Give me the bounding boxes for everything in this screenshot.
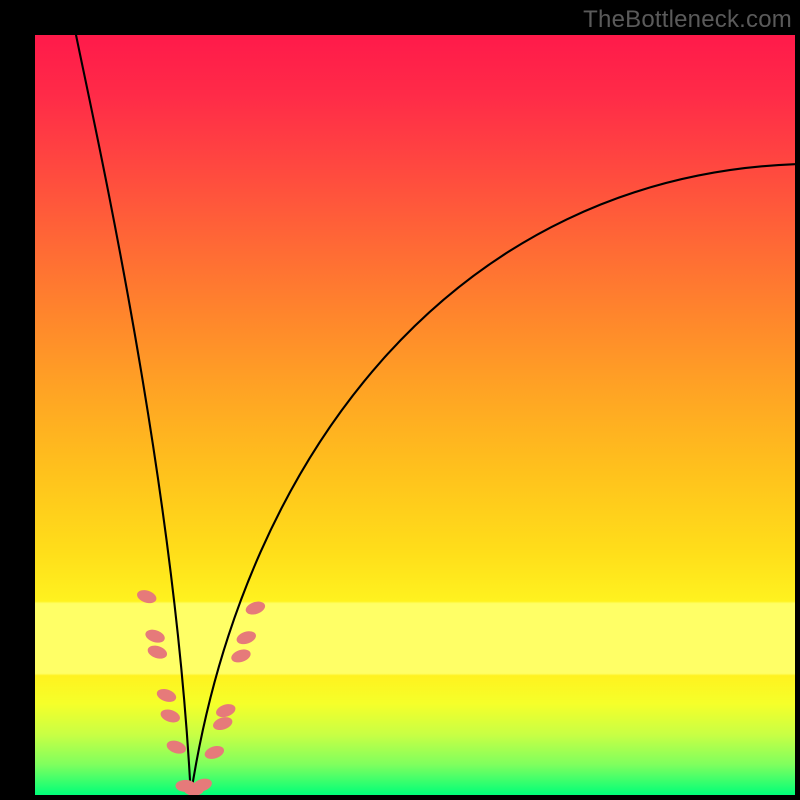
- watermark-text: TheBottleneck.com: [583, 6, 792, 34]
- outer-frame: TheBottleneck.com: [0, 0, 800, 800]
- plot-area: [35, 35, 795, 795]
- plot-svg: [35, 35, 795, 795]
